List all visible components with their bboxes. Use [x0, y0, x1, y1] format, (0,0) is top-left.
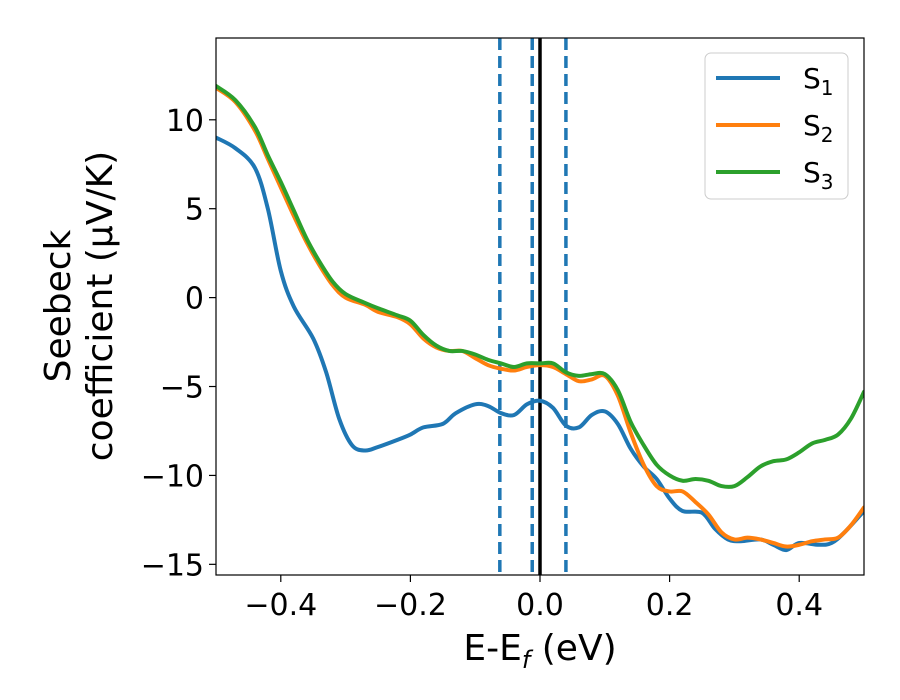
vertical-lines [498, 38, 568, 575]
series-line-s2 [216, 85, 864, 549]
y-tick-label: −15 [141, 548, 204, 583]
y-tick-label: 10 [166, 104, 204, 139]
x-tick-label: −0.4 [244, 588, 317, 623]
series-line-s1 [216, 135, 864, 553]
y-tick-label: 0 [185, 282, 204, 317]
y-tick-label: −5 [160, 371, 204, 406]
y-tick-label: 5 [185, 193, 204, 228]
series-line-s3 [216, 84, 864, 489]
legend-label-s2: S2 [803, 109, 834, 147]
x-tick-label: 0.2 [646, 588, 694, 623]
y-axis-label-line1: Seebeck [38, 229, 79, 382]
x-axis-label: E-Ef (eV) [463, 628, 616, 674]
x-tick-label: 0.0 [516, 588, 564, 623]
legend: S1 S2 S3 [704, 52, 849, 200]
x-tick-label: 0.4 [775, 588, 823, 623]
x-axis-ticks: −0.4 −0.2 0.0 0.2 0.4 [244, 575, 823, 623]
x-axis-label-unit: (eV) [530, 628, 616, 669]
series-lines [216, 84, 864, 553]
y-tick-label: −10 [141, 459, 204, 494]
legend-label-s3: S3 [803, 156, 834, 194]
y-axis-label-line2: coefficient (μV/K) [80, 151, 121, 461]
x-tick-label: −0.2 [374, 588, 447, 623]
x-axis-label-main: E-E [463, 628, 521, 669]
y-axis-label: Seebeck coefficient (μV/K) [38, 151, 121, 461]
y-axis-ticks: 10 5 0 −5 −10 −15 [141, 104, 216, 583]
legend-label-s1: S1 [803, 62, 834, 100]
